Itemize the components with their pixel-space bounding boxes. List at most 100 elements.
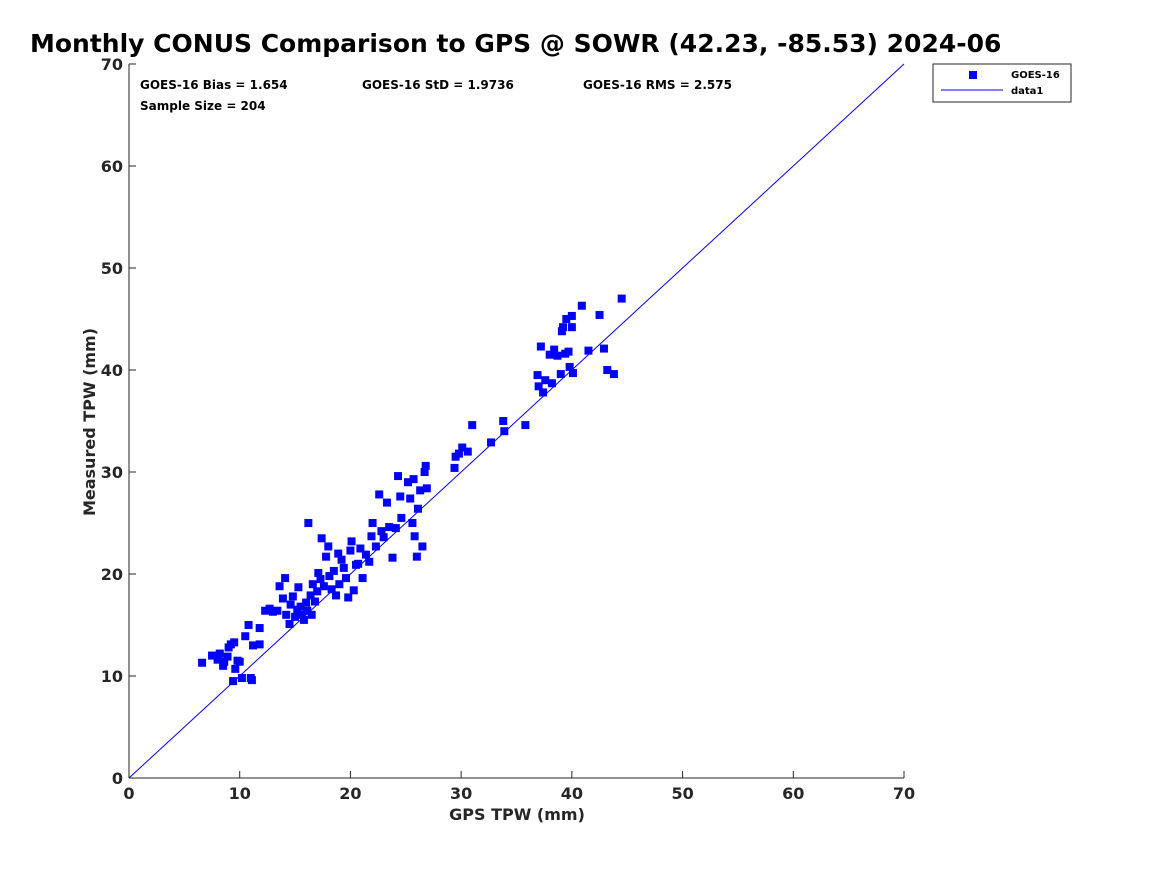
scatter-point	[409, 475, 418, 484]
scatter-point	[354, 559, 363, 568]
scatter-point	[329, 566, 338, 575]
scatter-point	[208, 651, 217, 660]
scatter-point	[223, 652, 232, 661]
scatter-point	[547, 379, 556, 388]
scatter-point	[396, 492, 405, 501]
scatter-point	[213, 655, 222, 664]
scatter-point	[358, 574, 367, 583]
bias-annotation: GOES-16 Bias = 1.654	[140, 78, 288, 92]
scatter-point	[347, 537, 356, 546]
scatter-point	[388, 553, 397, 562]
scatter-point	[567, 311, 576, 320]
scatter-point	[454, 449, 463, 458]
scatter-point	[317, 534, 326, 543]
scatter-point	[327, 585, 336, 594]
scatter-point	[603, 366, 612, 374]
scatter-point	[361, 550, 370, 559]
y-tick-label: 60	[101, 157, 123, 176]
scatter-point	[314, 568, 323, 577]
scatter-point	[450, 463, 459, 472]
scatter-point	[365, 557, 374, 566]
scatter-point	[215, 649, 224, 658]
scatter-point	[316, 575, 325, 584]
legend: GOES-16 data1	[932, 63, 1072, 103]
scatter-point	[268, 607, 277, 616]
x-tick-label: 70	[893, 784, 915, 803]
scatter-point	[533, 371, 542, 380]
scatter-point	[553, 351, 562, 360]
scatter-point	[344, 593, 353, 602]
scatter-point	[231, 664, 240, 673]
scatter-point	[278, 594, 287, 603]
scatter-point	[247, 676, 256, 685]
scatter-point	[534, 382, 543, 391]
legend-square-marker-icon	[969, 71, 977, 79]
scatter-point	[304, 519, 313, 527]
scatter-point	[599, 344, 608, 353]
scatter-point	[420, 468, 429, 476]
scatter-point	[229, 677, 238, 686]
scatter-point	[458, 443, 467, 452]
scatter-point	[595, 310, 604, 319]
scatter-point	[296, 602, 305, 611]
scatter-point	[241, 632, 250, 641]
scatter-point	[281, 574, 290, 583]
scatter-point	[255, 624, 264, 633]
scatter-point	[379, 533, 388, 542]
y-tick-label: 70	[101, 55, 123, 74]
y-tick-label: 0	[112, 769, 123, 788]
scatter-point	[385, 523, 394, 532]
y-tick-label: 20	[101, 565, 123, 584]
scatter-point	[468, 421, 477, 430]
scatter-point	[273, 606, 282, 615]
legend-entry-goes16: GOES-16	[1011, 70, 1060, 81]
x-tick-label: 0	[123, 784, 134, 803]
scatter-point	[237, 674, 246, 683]
scatter-point	[412, 552, 421, 561]
scatter-point	[377, 527, 386, 536]
x-tick-label: 20	[339, 784, 361, 803]
y-tick-label: 40	[101, 361, 123, 380]
scatter-point	[337, 555, 346, 564]
scatter-point	[500, 427, 509, 436]
scatter-point	[198, 658, 207, 667]
scatter-point	[487, 438, 496, 447]
scatter-point	[307, 610, 316, 619]
scatter-point	[368, 519, 377, 527]
scatter-point	[275, 582, 284, 591]
scatter-point	[335, 580, 344, 589]
scatter-point	[545, 350, 554, 359]
scatter-point	[339, 563, 348, 572]
scatter-point	[391, 524, 400, 533]
scatter-point	[617, 294, 626, 303]
scatter-point	[463, 447, 472, 456]
sample-size-annotation: Sample Size = 204	[140, 99, 266, 113]
scatter-point	[371, 542, 380, 551]
x-axis-label: GPS TPW (mm)	[449, 805, 585, 824]
scatter-point	[297, 610, 306, 619]
scatter-point	[244, 621, 253, 629]
reference-line-group	[128, 63, 905, 779]
scatter-point	[306, 591, 315, 600]
plot-area: 0 10 20 30 40 50 60 70 0 10 20 30 40 50 60 70	[101, 55, 915, 803]
scatter-point	[541, 376, 550, 385]
scatter-point	[219, 661, 228, 670]
scatter-point	[609, 370, 618, 379]
scatter-point	[346, 546, 355, 555]
scatter-point	[413, 504, 422, 513]
scatter-point	[302, 598, 311, 607]
x-tick-label: 30	[450, 784, 472, 803]
scatter-point	[394, 472, 403, 481]
scatter-point	[539, 388, 548, 397]
x-tick-label: 40	[561, 784, 583, 803]
x-tick-label: 50	[671, 784, 693, 803]
scatter-point	[261, 606, 270, 615]
scatter-point	[356, 544, 365, 553]
scatter-point	[291, 612, 300, 621]
y-axis-ticks: 0 10 20 30 40 50 60 70	[101, 55, 136, 788]
std-annotation: GOES-16 StD = 1.9736	[362, 78, 514, 92]
reference-line-data1	[128, 63, 905, 779]
scatter-point	[255, 640, 264, 649]
scatter-point	[342, 574, 350, 583]
scatter-point	[322, 552, 331, 561]
